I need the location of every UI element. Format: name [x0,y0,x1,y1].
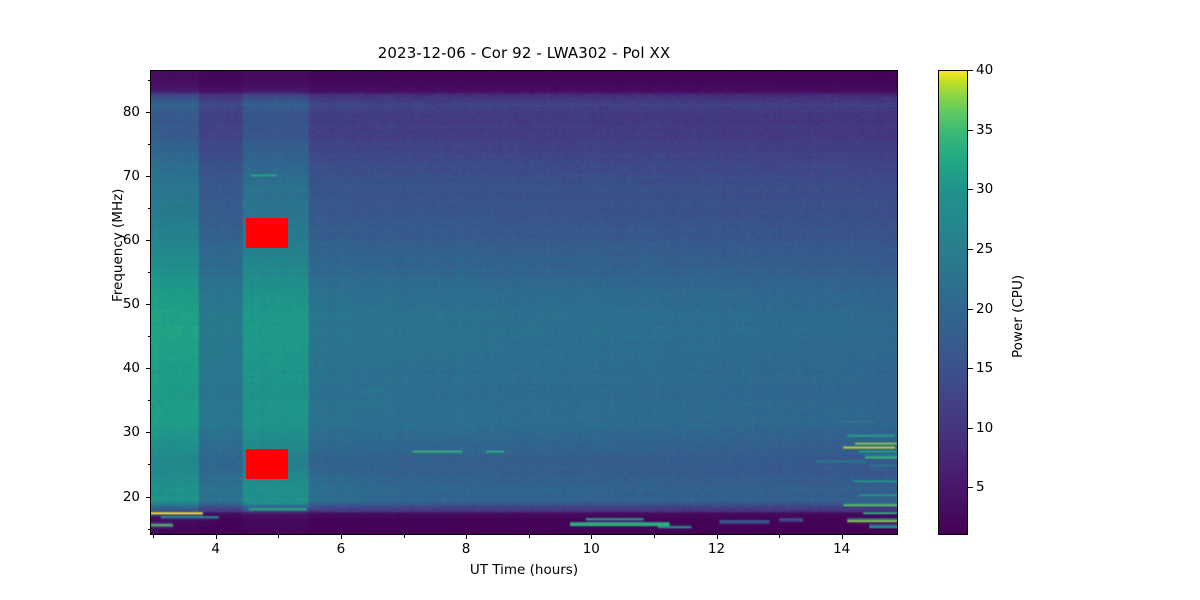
colorbar-tick-20 [968,308,973,310]
y-tick-minor-55 [147,272,150,273]
x-tick-minor-13 [779,535,781,538]
y-tick-label-40: 40 [122,360,140,377]
x-tick-label-8: 8 [461,541,471,557]
x-tick-minor-11 [653,535,655,538]
y-tick-minor-25 [147,464,150,466]
colorbar-tick-label-30: 30 [976,181,994,198]
x-tick-minor-7 [403,535,405,538]
y-tick-minor-15 [147,528,150,530]
colorbar-tick-15 [968,368,973,370]
y-tick-60 [146,240,150,241]
y-tick-50 [146,304,150,306]
y-tick-minor-45 [147,336,150,338]
colorbar-tick-label-25: 25 [976,240,994,257]
y-tick-minor-35 [147,400,150,402]
colorbar-tick-label-15: 15 [976,360,994,377]
y-tick-20 [146,496,150,498]
colorbar-tick-40 [968,70,973,71]
y-tick-minor-65 [147,207,150,209]
colorbar-tick-10 [968,427,973,429]
colorbar-tick-35 [968,129,973,131]
x-tick-14 [841,535,843,539]
x-tick-12 [716,535,718,539]
x-tick-label-4: 4 [211,541,220,557]
x-tick-10 [591,535,593,539]
x-tick-minor-9 [528,535,530,538]
colorbar-tick-30 [968,189,973,191]
x-tick-minor-5 [278,535,280,538]
colorbar-tick-5 [968,487,973,489]
y-tick-minor-85 [147,79,150,81]
flagged-region-lower [245,448,289,479]
colorbar[interactable] [938,70,968,535]
x-tick-4 [215,535,217,539]
colorbar-tick-label-40: 40 [976,62,994,78]
y-tick-label-70: 70 [122,167,140,184]
x-tick-label-12: 12 [707,541,726,557]
flagged-region-upper [245,217,289,248]
colorbar-tick-label-10: 10 [976,419,994,436]
x-tick-label-14: 14 [833,541,851,557]
y-tick-40 [146,368,150,370]
spectrogram-axes[interactable] [150,70,898,535]
colorbar-tick-label-20: 20 [976,300,994,317]
y-tick-70 [146,175,150,177]
x-tick-6 [340,535,342,539]
y-tick-label-30: 30 [122,424,140,441]
y-tick-label-60: 60 [122,232,140,248]
colorbar-tick-25 [968,248,973,250]
colorbar-tick-label-5: 5 [976,479,985,496]
y-axis-label: Frequency (MHz) [110,188,126,302]
y-tick-label-20: 20 [122,488,140,505]
x-tick-label-10: 10 [582,541,600,557]
y-tick-label-50: 50 [122,296,140,313]
x-tick-8 [466,535,468,539]
page-title: 2023-12-06 - Cor 92 - LWA302 - Pol XX [377,44,671,62]
colorbar-label: Power (CPU) [1010,274,1026,358]
x-tick-label-6: 6 [336,541,346,557]
y-tick-30 [146,432,150,434]
y-tick-80 [146,111,150,113]
colorbar-tick-label-35: 35 [976,121,994,138]
y-tick-label-80: 80 [122,103,140,120]
x-tick-minor-3 [153,535,155,538]
y-tick-minor-75 [147,143,150,145]
x-axis-label: UT Time (hours) [469,562,579,578]
